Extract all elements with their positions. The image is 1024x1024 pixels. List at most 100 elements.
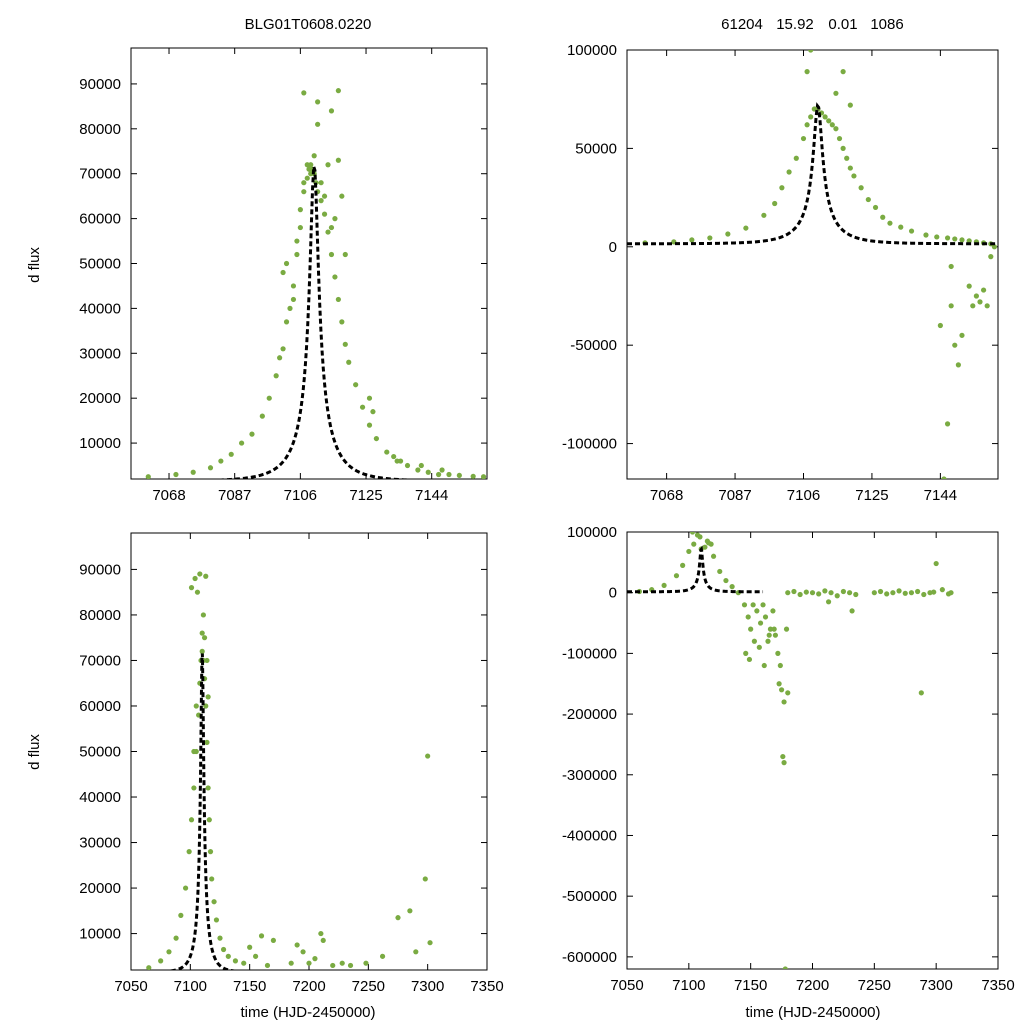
data-point — [191, 748, 197, 755]
data-point — [311, 153, 317, 159]
title-left: BLG01T0608.0220 — [245, 16, 372, 33]
data-point — [339, 319, 345, 325]
data-point — [776, 681, 782, 687]
data-point — [816, 591, 822, 597]
data-point — [270, 937, 276, 944]
x-tick-label: 7150 — [233, 978, 266, 995]
data-point — [335, 157, 341, 163]
data-point — [689, 532, 696, 535]
y-tick-label: -100000 — [562, 436, 617, 453]
data-point — [779, 185, 785, 191]
data-point — [330, 962, 336, 969]
data-point — [280, 346, 286, 352]
data-point — [686, 548, 692, 555]
data-point — [277, 355, 283, 361]
data-point — [225, 953, 231, 959]
plot-frame — [130, 532, 488, 971]
y-tick-label: 50000 — [575, 140, 617, 157]
y-tick-label: 0 — [609, 239, 617, 256]
data-point — [415, 467, 421, 473]
data-point — [966, 238, 972, 244]
data-point — [301, 180, 307, 186]
x-tick-label: 7087 — [218, 487, 251, 504]
panel-top-right: 7068 7087 7106 7125 7144 -100000 -50000 0 50000 1… — [562, 42, 999, 504]
data-point — [287, 305, 293, 311]
data-point — [809, 590, 816, 596]
x-tick-label: 7350 — [981, 977, 1014, 994]
data-point — [199, 630, 205, 636]
data-point — [808, 114, 814, 120]
data-point — [948, 303, 954, 309]
data-point — [797, 591, 803, 598]
data-point — [939, 587, 945, 593]
data-point — [306, 960, 312, 966]
data-point — [300, 949, 306, 955]
data-point — [804, 69, 810, 75]
data-point — [192, 575, 198, 582]
data-point — [770, 608, 776, 614]
data-point — [717, 568, 723, 575]
data-points — [642, 50, 997, 479]
data-point — [970, 303, 976, 309]
data-point — [178, 912, 184, 918]
y-tick-label: 80000 — [79, 607, 121, 624]
data-point — [840, 145, 846, 151]
data-point — [782, 966, 788, 969]
y-tick-label: 80000 — [79, 121, 121, 138]
x-tick-label: 7068 — [650, 487, 683, 504]
data-point — [335, 296, 341, 303]
data-point — [781, 760, 787, 766]
data-point — [325, 229, 331, 235]
x-tick-label: 7200 — [292, 978, 325, 995]
data-point — [384, 449, 390, 455]
data-point — [247, 944, 253, 950]
ylabel-bottom: d flux — [26, 734, 43, 770]
data-point — [896, 588, 902, 594]
data-point — [290, 296, 297, 303]
data-point — [301, 189, 307, 195]
data-point — [833, 126, 839, 132]
data-point — [761, 662, 767, 669]
data-point — [190, 469, 196, 475]
model-curve — [627, 102, 998, 246]
data-point — [470, 473, 476, 479]
data-point — [918, 690, 924, 696]
y-tick-label: 60000 — [79, 211, 121, 228]
data-point — [908, 228, 915, 234]
xlabel-bottom-left: time (HJD-2450000) — [240, 1004, 375, 1021]
x-tick-label: 7125 — [349, 487, 382, 504]
data-point — [188, 817, 195, 823]
data-point — [204, 739, 210, 745]
data-point — [761, 212, 767, 218]
panel-top-left: 7068 7087 7106 7125 7144 10000 20000 30000 40000… — [79, 47, 488, 504]
data-point — [218, 458, 224, 464]
panel-bottom-left: 7050 7100 7150 7200 7250 7300 7350 10000 20000 30… — [79, 532, 504, 995]
data-point — [339, 960, 345, 966]
data-point — [241, 960, 247, 966]
data-point — [205, 694, 211, 700]
data-point — [211, 899, 217, 905]
data-point — [205, 785, 211, 791]
data-point — [937, 322, 943, 329]
data-point — [347, 962, 354, 969]
data-point — [808, 50, 814, 53]
data-point — [280, 269, 286, 276]
model-curve — [204, 166, 425, 479]
data-point — [853, 591, 859, 598]
data-point — [931, 589, 937, 595]
data-point — [952, 342, 958, 348]
data-point — [988, 254, 994, 260]
data-point — [363, 960, 369, 966]
data-point — [318, 930, 324, 937]
data-point — [446, 471, 452, 478]
data-point — [785, 690, 791, 696]
xlabel-bottom-right: time (HJD-2450000) — [745, 1004, 880, 1021]
data-point — [984, 303, 990, 309]
data-point — [723, 577, 729, 584]
data-point — [397, 458, 404, 464]
y-tick-label: 0 — [609, 585, 617, 602]
data-point — [395, 915, 401, 921]
data-point — [312, 956, 318, 962]
data-point — [422, 876, 428, 882]
